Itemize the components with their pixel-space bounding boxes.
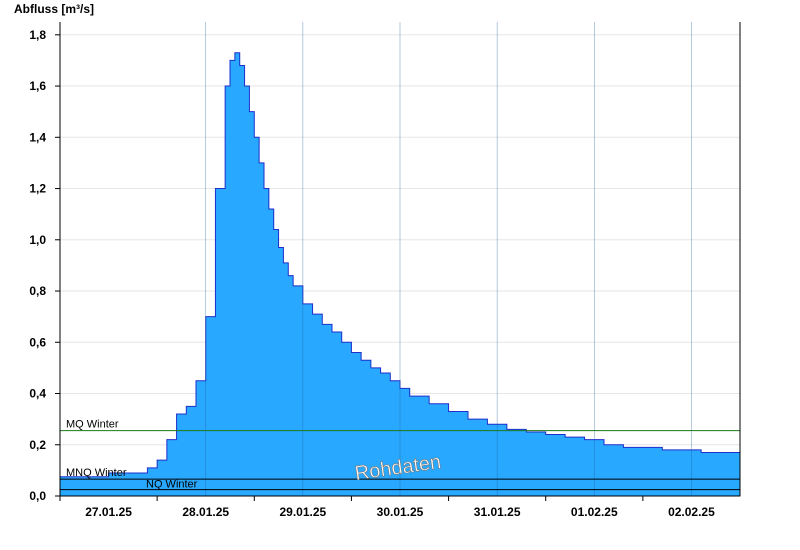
- x-tick-label: 02.02.25: [668, 505, 715, 519]
- day-separators: [205, 22, 692, 496]
- x-tick-label: 28.01.25: [182, 505, 229, 519]
- y-tick-label: 1,8: [29, 28, 46, 42]
- x-tick-label: 31.01.25: [474, 505, 521, 519]
- x-tick-label: 29.01.25: [279, 505, 326, 519]
- axes: [55, 22, 741, 501]
- y-tick-label: 0,0: [29, 489, 46, 503]
- y-tick-label: 0,8: [29, 284, 46, 298]
- y-tick-label: 1,2: [29, 182, 46, 196]
- reference-line-label: MQ Winter: [66, 419, 119, 431]
- y-tick-label: 0,4: [29, 387, 46, 401]
- x-tick-label: 01.02.25: [571, 505, 618, 519]
- discharge-series: [59, 52, 741, 497]
- y-tick-label: 0,6: [29, 335, 46, 349]
- y-axis-title: Abfluss [m³/s]: [14, 2, 94, 16]
- reference-lines: MQ Winter MNQ Winter NQ Winter: [60, 419, 740, 491]
- discharge-area: [59, 52, 741, 497]
- y-tick-label: 1,4: [29, 130, 46, 144]
- y-tick-labels: 0,0 0,2 0,4 0,6 0,8 1,0 1,2 1,4 1,6 1,8: [29, 28, 46, 503]
- y-tick-label: 1,6: [29, 79, 46, 93]
- y-tick-label: 1,0: [29, 233, 46, 247]
- y-tick-label: 0,2: [29, 438, 46, 452]
- x-tick-label: 27.01.25: [85, 505, 132, 519]
- x-tick-label: 30.01.25: [377, 505, 424, 519]
- reference-line-label: MNQ Winter: [66, 467, 127, 479]
- reference-line-label: NQ Winter: [146, 479, 198, 491]
- x-tick-labels: 27.01.25 28.01.25 29.01.25 30.01.25 31.01.25…: [85, 505, 715, 519]
